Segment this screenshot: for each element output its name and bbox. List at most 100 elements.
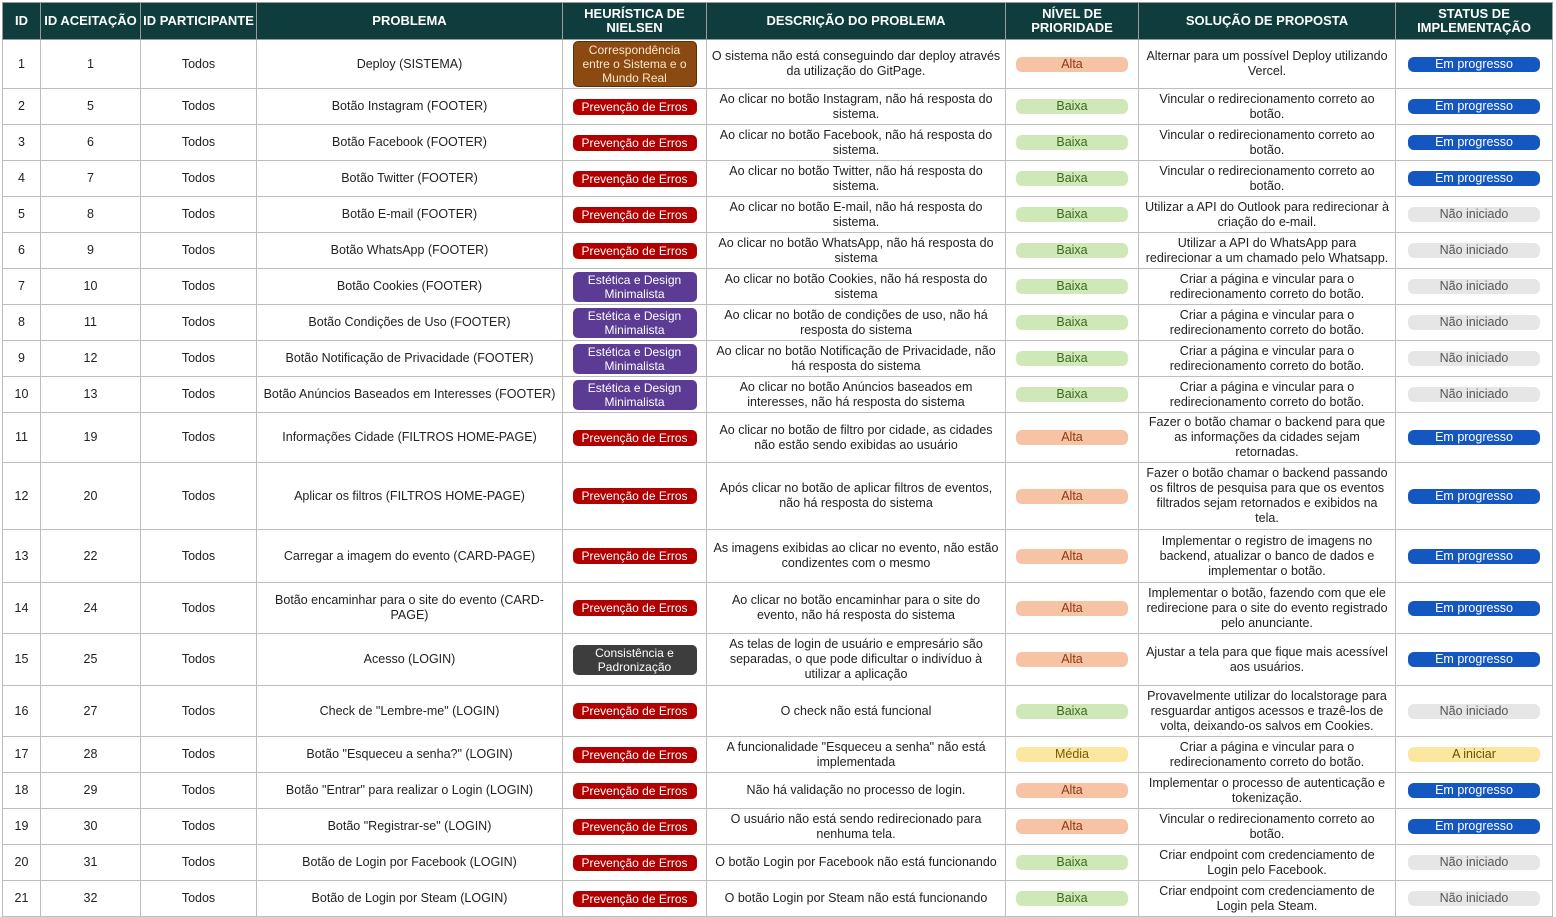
- cell-descricao[interactable]: Ao clicar no botão Cookies, não há respo…: [706, 268, 1006, 305]
- cell-descricao[interactable]: A funcionalidade "Esqueceu a senha" não …: [706, 736, 1006, 773]
- cell-id-aceitacao[interactable]: 8: [40, 196, 141, 233]
- cell-status[interactable]: Em progresso: [1395, 124, 1553, 161]
- cell-prioridade[interactable]: Baixa: [1005, 160, 1139, 197]
- cell-id[interactable]: 9: [2, 340, 41, 377]
- cell-prioridade[interactable]: Alta: [1005, 808, 1139, 845]
- cell-solucao[interactable]: Fazer o botão chamar o backend para que …: [1138, 412, 1396, 463]
- cell-id-participante[interactable]: Todos: [140, 529, 257, 583]
- cell-id-aceitacao[interactable]: 11: [40, 304, 141, 341]
- table-row[interactable]: 19 30 Todos Botão "Registrar-se" (LOGIN) Pre…: [2, 808, 1553, 845]
- cell-descricao[interactable]: Ao clicar no botão Notificação de Privac…: [706, 340, 1006, 377]
- cell-status[interactable]: Não iniciado: [1395, 880, 1553, 917]
- cell-id[interactable]: 7: [2, 268, 41, 305]
- table-row[interactable]: 2 5 Todos Botão Instagram (FOOTER) Prevenção…: [2, 88, 1553, 125]
- cell-heuristica[interactable]: Prevenção de Erros: [562, 196, 707, 233]
- cell-solucao[interactable]: Implementar o registro de imagens no bac…: [1138, 529, 1396, 583]
- cell-id-aceitacao[interactable]: 5: [40, 88, 141, 125]
- cell-prioridade[interactable]: Baixa: [1005, 232, 1139, 269]
- cell-id-aceitacao[interactable]: 19: [40, 412, 141, 463]
- cell-problema[interactable]: Botão encaminhar para o site do evento (…: [256, 582, 563, 634]
- cell-prioridade[interactable]: Baixa: [1005, 304, 1139, 341]
- cell-heuristica[interactable]: Prevenção de Erros: [562, 844, 707, 881]
- cell-status[interactable]: Não iniciado: [1395, 232, 1553, 269]
- cell-prioridade[interactable]: Baixa: [1005, 124, 1139, 161]
- cell-heuristica[interactable]: Estética e Design Minimalista: [562, 376, 707, 413]
- cell-id[interactable]: 12: [2, 462, 41, 530]
- table-row[interactable]: 13 22 Todos Carregar a imagem do evento (CA…: [2, 529, 1553, 583]
- cell-id[interactable]: 20: [2, 844, 41, 881]
- cell-prioridade[interactable]: Alta: [1005, 39, 1139, 89]
- table-row[interactable]: 12 20 Todos Aplicar os filtros (FILTROS HOM…: [2, 462, 1553, 530]
- cell-problema[interactable]: Botão de Login por Facebook (LOGIN): [256, 844, 563, 881]
- cell-id-participante[interactable]: Todos: [140, 160, 257, 197]
- cell-id-participante[interactable]: Todos: [140, 124, 257, 161]
- table-row[interactable]: 18 29 Todos Botão "Entrar" para realizar o …: [2, 772, 1553, 809]
- cell-id-participante[interactable]: Todos: [140, 633, 257, 686]
- cell-id-participante[interactable]: Todos: [140, 340, 257, 377]
- cell-id[interactable]: 16: [2, 685, 41, 737]
- cell-id-participante[interactable]: Todos: [140, 268, 257, 305]
- cell-heuristica[interactable]: Prevenção de Erros: [562, 232, 707, 269]
- cell-problema[interactable]: Botão E-mail (FOOTER): [256, 196, 563, 233]
- cell-descricao[interactable]: As imagens exibidas ao clicar no evento,…: [706, 529, 1006, 583]
- cell-id-participante[interactable]: Todos: [140, 844, 257, 881]
- cell-descricao[interactable]: Ao clicar no botão de filtro por cidade,…: [706, 412, 1006, 463]
- cell-id-participante[interactable]: Todos: [140, 304, 257, 341]
- table-row[interactable]: 21 32 Todos Botão de Login por Steam (LOGIN…: [2, 880, 1553, 917]
- cell-id-aceitacao[interactable]: 13: [40, 376, 141, 413]
- table-row[interactable]: 7 10 Todos Botão Cookies (FOOTER) Estética e…: [2, 268, 1553, 305]
- cell-solucao[interactable]: Criar a página e vincular para o redirec…: [1138, 268, 1396, 305]
- cell-heuristica[interactable]: Estética e Design Minimalista: [562, 304, 707, 341]
- cell-problema[interactable]: Botão WhatsApp (FOOTER): [256, 232, 563, 269]
- cell-id-aceitacao[interactable]: 31: [40, 844, 141, 881]
- cell-descricao[interactable]: Ao clicar no botão Twitter, não há respo…: [706, 160, 1006, 197]
- cell-id-aceitacao[interactable]: 1: [40, 39, 141, 89]
- cell-descricao[interactable]: Ao clicar no botão WhatsApp, não há resp…: [706, 232, 1006, 269]
- cell-solucao[interactable]: Vincular o redirecionamento correto ao b…: [1138, 88, 1396, 125]
- cell-id[interactable]: 5: [2, 196, 41, 233]
- table-row[interactable]: 15 25 Todos Acesso (LOGIN) Consistência e Pa…: [2, 633, 1553, 686]
- cell-status[interactable]: Em progresso: [1395, 462, 1553, 530]
- cell-status[interactable]: Não iniciado: [1395, 844, 1553, 881]
- cell-status[interactable]: Em progresso: [1395, 88, 1553, 125]
- cell-id[interactable]: 1: [2, 39, 41, 89]
- cell-heuristica[interactable]: Estética e Design Minimalista: [562, 268, 707, 305]
- cell-id-participante[interactable]: Todos: [140, 412, 257, 463]
- cell-id-aceitacao[interactable]: 25: [40, 633, 141, 686]
- cell-heuristica[interactable]: Prevenção de Erros: [562, 124, 707, 161]
- cell-id-aceitacao[interactable]: 6: [40, 124, 141, 161]
- cell-id-participante[interactable]: Todos: [140, 232, 257, 269]
- cell-id[interactable]: 3: [2, 124, 41, 161]
- cell-descricao[interactable]: Ao clicar no botão Facebook, não há resp…: [706, 124, 1006, 161]
- cell-problema[interactable]: Botão Instagram (FOOTER): [256, 88, 563, 125]
- cell-heuristica[interactable]: Prevenção de Erros: [562, 772, 707, 809]
- cell-solucao[interactable]: Fazer o botão chamar o backend passando …: [1138, 462, 1396, 530]
- table-row[interactable]: 6 9 Todos Botão WhatsApp (FOOTER) Prevenção …: [2, 232, 1553, 269]
- cell-id[interactable]: 18: [2, 772, 41, 809]
- cell-heuristica[interactable]: Prevenção de Erros: [562, 582, 707, 634]
- cell-id-aceitacao[interactable]: 20: [40, 462, 141, 530]
- cell-status[interactable]: Não iniciado: [1395, 376, 1553, 413]
- cell-descricao[interactable]: O check não está funcional: [706, 685, 1006, 737]
- cell-prioridade[interactable]: Baixa: [1005, 685, 1139, 737]
- cell-id[interactable]: 21: [2, 880, 41, 917]
- cell-id-participante[interactable]: Todos: [140, 582, 257, 634]
- table-row[interactable]: 9 12 Todos Botão Notificação de Privacidade…: [2, 340, 1553, 377]
- cell-status[interactable]: Não iniciado: [1395, 196, 1553, 233]
- table-row[interactable]: 4 7 Todos Botão Twitter (FOOTER) Prevenção d…: [2, 160, 1553, 197]
- cell-heuristica[interactable]: Correspondência entre o Sistema e o Mund…: [562, 39, 707, 89]
- cell-prioridade[interactable]: Baixa: [1005, 268, 1139, 305]
- cell-id[interactable]: 8: [2, 304, 41, 341]
- cell-id[interactable]: 4: [2, 160, 41, 197]
- cell-solucao[interactable]: Utilizar a API do Outlook para redirecio…: [1138, 196, 1396, 233]
- cell-id-participante[interactable]: Todos: [140, 88, 257, 125]
- cell-status[interactable]: Em progresso: [1395, 772, 1553, 809]
- cell-id[interactable]: 19: [2, 808, 41, 845]
- cell-status[interactable]: Em progresso: [1395, 160, 1553, 197]
- table-row[interactable]: 11 19 Todos Informações Cidade (FILTROS HOM…: [2, 412, 1553, 463]
- cell-id-participante[interactable]: Todos: [140, 196, 257, 233]
- cell-descricao[interactable]: Após clicar no botão de aplicar filtros …: [706, 462, 1006, 530]
- cell-heuristica[interactable]: Prevenção de Erros: [562, 412, 707, 463]
- cell-id[interactable]: 15: [2, 633, 41, 686]
- cell-problema[interactable]: Botão Notificação de Privacidade (FOOTER…: [256, 340, 563, 377]
